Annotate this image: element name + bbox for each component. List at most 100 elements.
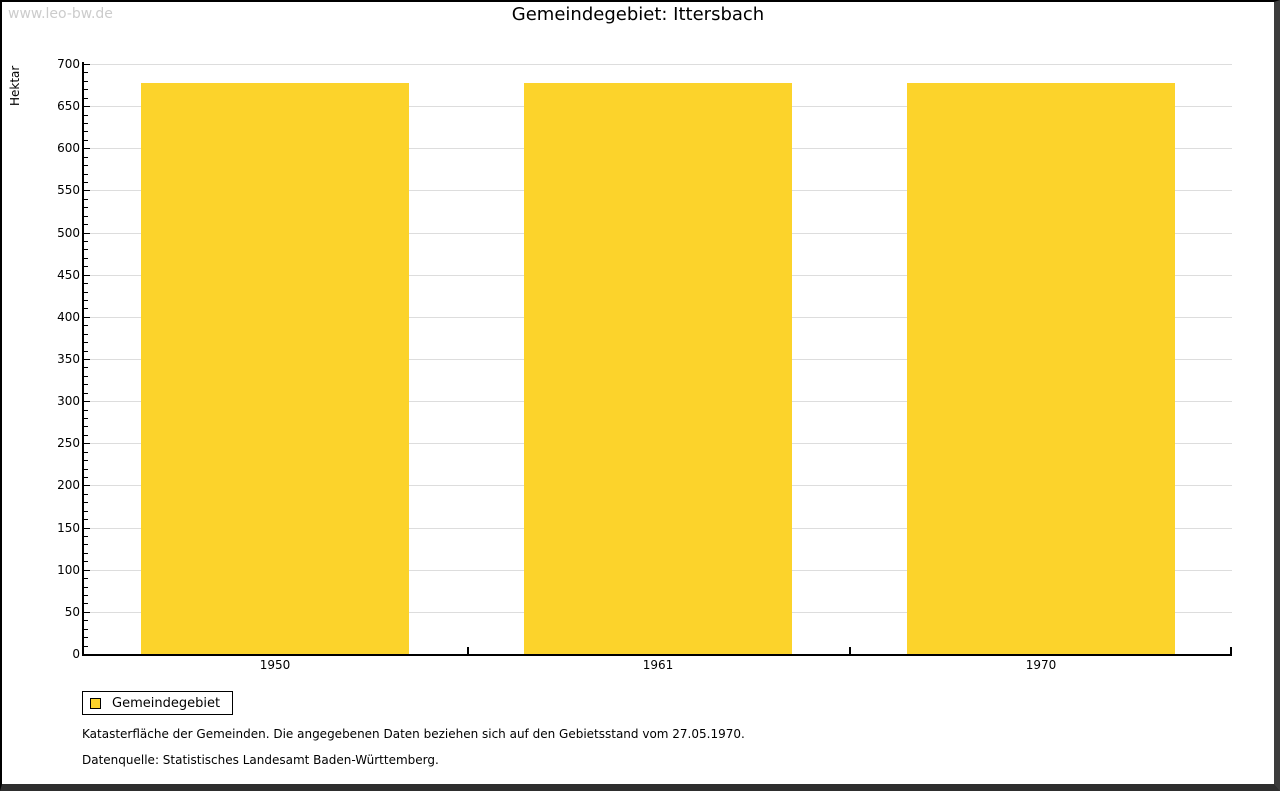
legend-swatch-icon	[90, 697, 101, 709]
y-tick-label: 200	[57, 478, 80, 492]
y-major-tick	[84, 317, 90, 318]
y-minor-tick	[84, 241, 88, 242]
y-minor-tick	[84, 367, 88, 368]
y-tick-label: 650	[57, 99, 80, 113]
y-minor-tick	[84, 123, 88, 124]
y-gridline	[84, 64, 1232, 65]
bar	[141, 83, 409, 654]
y-major-tick	[84, 233, 90, 234]
footnote-source-note: Katasterfläche der Gemeinden. Die angege…	[82, 727, 745, 741]
y-major-tick	[84, 401, 90, 402]
y-minor-tick	[84, 393, 88, 394]
footnote-data-source: Datenquelle: Statistisches Landesamt Bad…	[82, 753, 439, 767]
y-tick-label: 700	[57, 57, 80, 71]
legend-label: Gemeindegebiet	[112, 695, 221, 711]
y-minor-tick	[84, 511, 88, 512]
y-minor-tick	[84, 207, 88, 208]
y-minor-tick	[84, 620, 88, 621]
y-minor-tick	[84, 98, 88, 99]
y-minor-tick	[84, 157, 88, 158]
y-major-tick	[84, 485, 90, 486]
y-tick-label: 250	[57, 436, 80, 450]
y-minor-tick	[84, 578, 88, 579]
y-tick-label: 450	[57, 268, 80, 282]
y-minor-tick	[84, 435, 88, 436]
page-title: Gemeindegebiet: Ittersbach	[511, 4, 765, 25]
y-tick-label: 100	[57, 563, 80, 577]
y-minor-tick	[84, 469, 88, 470]
y-minor-tick	[84, 637, 88, 638]
y-minor-tick	[84, 646, 88, 647]
x-tick	[467, 647, 469, 654]
y-major-tick	[84, 190, 90, 191]
y-major-tick	[84, 528, 90, 529]
y-minor-tick	[84, 140, 88, 141]
y-minor-tick	[84, 115, 88, 116]
y-minor-tick	[84, 603, 88, 604]
y-minor-tick	[84, 376, 88, 377]
y-major-tick	[84, 443, 90, 444]
y-major-tick	[84, 359, 90, 360]
x-axis-line	[82, 654, 1232, 656]
y-tick-label: 600	[57, 141, 80, 155]
bar	[524, 83, 792, 654]
y-minor-tick	[84, 199, 88, 200]
y-minor-tick	[84, 477, 88, 478]
bar	[907, 83, 1175, 654]
y-minor-tick	[84, 494, 88, 495]
y-minor-tick	[84, 544, 88, 545]
y-major-tick	[84, 106, 90, 107]
y-minor-tick	[84, 452, 88, 453]
y-tick-label: 50	[64, 605, 80, 619]
y-minor-tick	[84, 502, 88, 503]
y-tick-label: 150	[57, 521, 80, 535]
y-minor-tick	[84, 426, 88, 427]
y-tick-label: 500	[57, 226, 80, 240]
x-tick-label: 1950	[259, 658, 291, 672]
y-minor-tick	[84, 258, 88, 259]
y-minor-tick	[84, 351, 88, 352]
y-minor-tick	[84, 216, 88, 217]
y-tick-label: 550	[57, 183, 80, 197]
y-minor-tick	[84, 266, 88, 267]
y-tick-label: 300	[57, 394, 80, 408]
x-tick-label: 1970	[1025, 658, 1057, 672]
y-minor-tick	[84, 334, 88, 335]
x-tick-label: 1961	[642, 658, 674, 672]
y-minor-tick	[84, 72, 88, 73]
legend: Gemeindegebiet	[82, 691, 234, 715]
y-axis-line	[82, 62, 84, 656]
y-minor-tick	[84, 595, 88, 596]
y-minor-tick	[84, 519, 88, 520]
y-major-tick	[84, 148, 90, 149]
y-minor-tick	[84, 536, 88, 537]
y-minor-tick	[84, 81, 88, 82]
y-minor-tick	[84, 283, 88, 284]
y-major-tick	[84, 64, 90, 65]
y-minor-tick	[84, 182, 88, 183]
y-minor-tick	[84, 89, 88, 90]
y-minor-tick	[84, 174, 88, 175]
x-tick	[1230, 647, 1232, 654]
y-minor-tick	[84, 308, 88, 309]
y-minor-tick	[84, 131, 88, 132]
y-minor-tick	[84, 300, 88, 301]
y-minor-tick	[84, 249, 88, 250]
y-major-tick	[84, 570, 90, 571]
y-minor-tick	[84, 561, 88, 562]
y-minor-tick	[84, 325, 88, 326]
y-minor-tick	[84, 292, 88, 293]
y-minor-tick	[84, 224, 88, 225]
y-tick-label: 0	[72, 647, 80, 661]
y-tick-label: 350	[57, 352, 80, 366]
y-major-tick	[84, 275, 90, 276]
y-minor-tick	[84, 410, 88, 411]
y-tick-label: 400	[57, 310, 80, 324]
y-minor-tick	[84, 342, 88, 343]
y-minor-tick	[84, 384, 88, 385]
y-minor-tick	[84, 165, 88, 166]
y-major-tick	[84, 612, 90, 613]
y-minor-tick	[84, 587, 88, 588]
